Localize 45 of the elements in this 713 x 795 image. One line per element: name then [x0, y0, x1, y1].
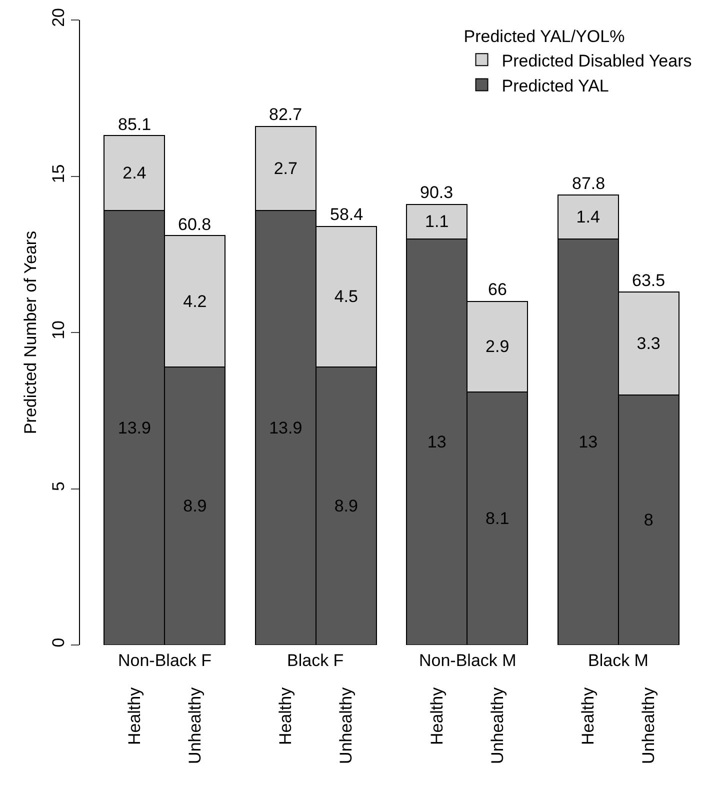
- data-label: 13.9: [118, 418, 151, 438]
- legend-label: Predicted YAL: [502, 76, 609, 96]
- data-label: 4.5: [334, 287, 358, 306]
- data-label: 1.1: [425, 212, 449, 232]
- data-label: 2.7: [274, 158, 298, 178]
- y-tick-label: 5: [49, 481, 68, 491]
- x-tick-label: Unhealthy: [488, 686, 507, 764]
- text: Black M: [588, 651, 648, 670]
- data-label: 2.9: [486, 337, 510, 356]
- x-tick-label: Unhealthy: [336, 686, 356, 764]
- annotation: 82.7: [269, 105, 302, 124]
- data-label: 4.2: [183, 292, 207, 311]
- annotation: 90.3: [420, 183, 454, 202]
- x-tick-label: Healthy: [124, 686, 144, 746]
- x-tick-label: Healthy: [276, 686, 296, 746]
- annotation: 85.1: [118, 115, 152, 134]
- annotation: 63.5: [632, 271, 666, 290]
- data-label: 13: [427, 432, 446, 452]
- data-label: 1.4: [576, 207, 600, 226]
- y-tick-label: 0: [49, 638, 68, 648]
- x-tick-label: Unhealthy: [185, 686, 204, 764]
- data-label: 3.3: [636, 334, 660, 353]
- y-tick-label: 20: [49, 8, 68, 27]
- legend-label: Predicted Disabled Years: [502, 51, 692, 70]
- x-tick-label: Healthy: [427, 686, 446, 746]
- annotation: 60.8: [178, 215, 212, 234]
- annotation: 66: [488, 280, 507, 299]
- data-label: 2.4: [122, 164, 146, 183]
- data-label: 8.9: [334, 496, 358, 516]
- y-axis-title: Predicted Number of Years: [21, 230, 40, 434]
- y-tick-label: 15: [49, 164, 68, 184]
- x-tick-label: Unhealthy: [639, 686, 658, 764]
- data-label: 13: [578, 432, 598, 452]
- annotation: 87.8: [572, 174, 606, 193]
- legend-title: Predicted YAL/YOL%: [464, 27, 625, 46]
- text: Non-Black F: [118, 651, 212, 670]
- x-tick-label: Healthy: [578, 686, 598, 746]
- data-label: 13.9: [269, 418, 302, 438]
- data-label: 8.1: [486, 508, 510, 528]
- annotation: 58.4: [330, 205, 364, 224]
- y-tick-label: 10: [49, 320, 68, 340]
- data-label: 8.9: [183, 496, 207, 516]
- data-label: 8: [644, 510, 654, 530]
- text: Non-Black M: [419, 651, 516, 670]
- text: Black F: [287, 651, 344, 670]
